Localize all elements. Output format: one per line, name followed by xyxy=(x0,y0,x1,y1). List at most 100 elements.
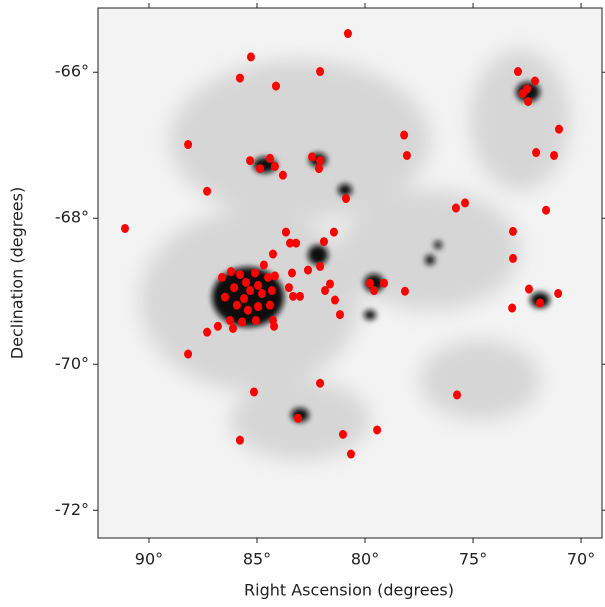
point xyxy=(524,284,533,294)
point xyxy=(542,205,551,215)
point xyxy=(251,268,260,278)
point xyxy=(346,449,355,459)
y-tick-label: -70° xyxy=(55,354,89,373)
x-tick-label: 75° xyxy=(459,550,487,569)
point xyxy=(235,73,244,83)
point xyxy=(518,88,527,98)
point xyxy=(270,271,279,281)
y-tick-label: -72° xyxy=(55,500,89,519)
point xyxy=(281,227,290,237)
point xyxy=(229,323,238,333)
point xyxy=(225,315,234,325)
point xyxy=(121,223,130,233)
point xyxy=(265,300,274,310)
plot-frame xyxy=(97,7,603,539)
point xyxy=(365,278,374,288)
point xyxy=(453,390,462,400)
point xyxy=(243,305,252,315)
point xyxy=(251,315,260,325)
point xyxy=(257,288,266,298)
point xyxy=(230,283,239,293)
point xyxy=(254,280,263,290)
point xyxy=(270,321,279,331)
point xyxy=(267,286,276,296)
point xyxy=(292,238,301,248)
point xyxy=(221,292,230,302)
point xyxy=(272,81,281,91)
point xyxy=(246,52,255,62)
point xyxy=(259,260,268,270)
point xyxy=(316,156,325,166)
sky-image xyxy=(98,8,602,538)
point xyxy=(335,310,344,320)
point xyxy=(238,317,247,327)
point xyxy=(270,161,279,171)
point xyxy=(330,295,339,305)
point xyxy=(380,278,389,288)
point xyxy=(227,267,236,277)
point xyxy=(284,283,293,293)
point xyxy=(278,170,287,180)
point xyxy=(184,349,193,359)
point xyxy=(240,294,249,304)
point xyxy=(294,413,303,423)
point xyxy=(256,164,265,174)
point xyxy=(232,300,241,310)
point xyxy=(287,268,296,278)
y-tick-label: -66° xyxy=(55,62,89,81)
point xyxy=(314,164,323,174)
point xyxy=(535,298,544,308)
point xyxy=(286,238,295,248)
x-tick-label: 80° xyxy=(351,550,379,569)
point xyxy=(254,302,263,312)
point xyxy=(316,67,325,77)
point xyxy=(218,272,227,282)
point xyxy=(461,198,470,208)
point xyxy=(329,227,338,237)
point xyxy=(184,140,193,150)
point xyxy=(213,321,222,331)
point xyxy=(235,269,244,279)
point xyxy=(373,425,382,435)
point xyxy=(524,96,533,106)
point xyxy=(265,153,274,163)
x-tick-label: 70° xyxy=(567,550,595,569)
point xyxy=(203,327,212,337)
point xyxy=(249,387,258,397)
point xyxy=(513,67,522,77)
point xyxy=(370,286,379,296)
point xyxy=(241,277,250,287)
point xyxy=(289,291,298,301)
point xyxy=(321,286,330,296)
point xyxy=(295,291,304,301)
y-tick-label: -68° xyxy=(55,208,89,227)
point xyxy=(326,279,335,289)
point xyxy=(308,152,317,162)
point xyxy=(303,265,312,275)
x-axis-label: Right Ascension (degrees) xyxy=(244,581,454,600)
point xyxy=(268,249,277,259)
point xyxy=(338,429,347,439)
point xyxy=(316,261,325,271)
x-tick-label: 90° xyxy=(135,550,163,569)
point xyxy=(400,130,409,140)
point xyxy=(402,150,411,160)
point xyxy=(319,237,328,247)
point xyxy=(246,156,255,166)
point xyxy=(400,286,409,296)
point xyxy=(508,253,517,263)
point xyxy=(203,186,212,196)
y-axis-label: Declination (degrees) xyxy=(8,187,27,359)
point xyxy=(264,272,273,282)
point xyxy=(532,148,541,158)
point xyxy=(508,226,517,236)
point xyxy=(316,378,325,388)
point xyxy=(235,435,244,445)
point xyxy=(554,288,563,298)
point xyxy=(342,194,351,204)
point xyxy=(246,286,255,296)
point xyxy=(451,203,460,213)
point xyxy=(550,150,559,160)
point xyxy=(343,29,352,39)
